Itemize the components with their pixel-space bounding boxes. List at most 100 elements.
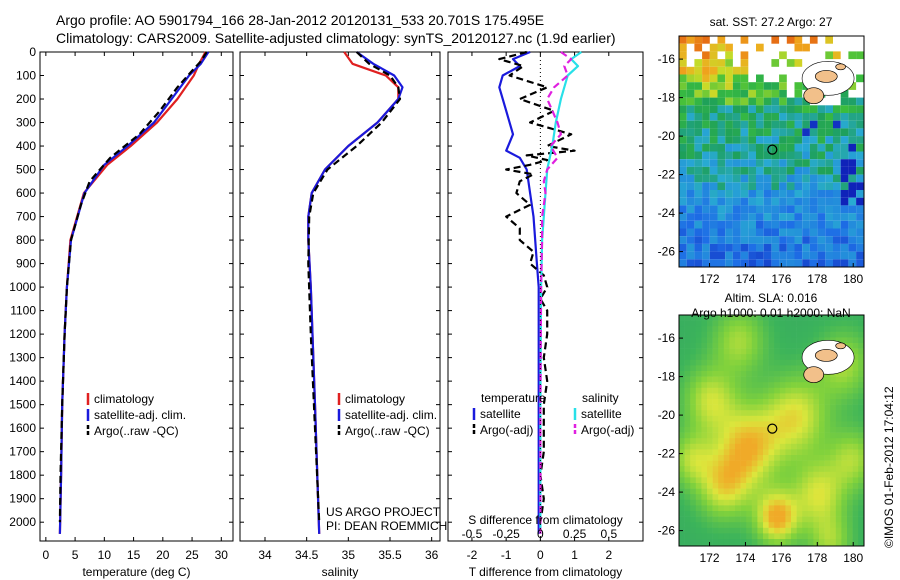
sst-cell [756,43,764,52]
sla-cell [695,455,702,461]
sst-cell [786,36,795,44]
sla-cell [791,527,797,534]
sla-cell [751,488,758,495]
sla-cell [858,471,864,478]
sst-cell [794,220,803,229]
sla-cell [852,544,859,546]
sla-cell [718,471,725,478]
sla-cell [735,527,741,534]
sst-cell [748,205,756,214]
sst-cell [717,59,726,67]
sst-cell [725,120,733,129]
sst-cell [833,205,841,214]
sla-cell [718,427,725,433]
sla-cell [858,427,864,433]
sst-cell [702,243,710,252]
sla-cell [779,348,786,355]
sla-cell [835,320,842,327]
sst-cell [679,182,687,190]
sla-cell [757,455,764,461]
sla-cell [779,387,786,394]
y-tick-label: 1800 [9,468,36,482]
sla-cell [774,527,781,534]
sst-cell [717,66,726,75]
sla-cell [852,365,859,372]
salinity-frame [239,51,441,542]
sla-cell [819,527,825,534]
sst-cell [686,174,695,183]
sla-cell [847,337,853,344]
sst-cell [679,105,687,113]
sla-cell [690,382,697,389]
sla-cell [701,348,708,355]
sla-cell [729,488,736,495]
sst-cell [809,105,818,113]
sst-cell [802,97,810,106]
sst-cell [771,120,780,129]
sst-cell [833,120,841,129]
sla-cell [796,483,803,489]
sla-cell [701,376,708,383]
sla-cell [847,539,853,545]
sla-cell [774,511,781,517]
sla-cell [791,337,797,344]
sla-cell [757,331,764,338]
sst-cell [809,197,818,206]
sla-cell [791,539,797,545]
sla-cell [785,415,792,422]
sst-cell [740,82,749,90]
sla-cell [718,539,725,545]
sst-cell [802,43,810,52]
sla-cell [684,359,691,366]
sst-cell [809,251,818,260]
sla-cell [835,331,842,338]
sla-cell [763,443,769,450]
sla-cell [852,499,859,506]
sla-cell [695,516,702,523]
sla-cell [858,348,864,355]
sla-cell [712,376,719,383]
sla-cell [796,343,803,349]
sla-cell [785,471,792,478]
sla-cell [707,460,713,467]
sst-cell [840,136,849,144]
sla-cell [779,438,786,445]
sst-cell [763,259,772,267]
header-title-line1: Argo profile: AO 5901794_166 28-Jan-2012… [56,12,545,28]
sla-cell [740,331,747,338]
sst-cell [756,97,764,106]
sla-cell [751,522,758,529]
sst-cell [840,159,849,167]
sst-cell [825,36,833,44]
sst-cell [740,128,749,137]
sla-cell [679,483,685,489]
sla-cell [835,449,842,456]
sst-cell [848,82,857,90]
sst-cell [740,113,749,121]
sst-cell [725,143,733,152]
sla-cell [774,471,781,478]
sst-cell [709,220,718,229]
sst-cell [848,51,857,60]
sla-cell [695,449,702,456]
y-tick-label: 1700 [9,445,36,459]
sst-cell [748,82,756,90]
sla-cell [785,382,792,389]
sst-cell [763,251,772,260]
sst-cell [756,174,764,183]
sst-cell [856,151,864,160]
sla-cell [751,365,758,372]
sla-cell [707,522,713,529]
sla-cell [701,494,708,501]
sla-cell [735,404,741,411]
sla-cell [735,415,741,422]
sla-cell [785,376,792,383]
sst-cell [809,174,818,183]
sla-cell [830,533,837,540]
sla-cell [791,348,797,355]
sla-cell [824,544,831,546]
sst-cell [825,259,833,267]
y-tick-label: 1000 [9,280,36,294]
sla-cell [824,331,831,338]
sla-cell [858,382,864,389]
